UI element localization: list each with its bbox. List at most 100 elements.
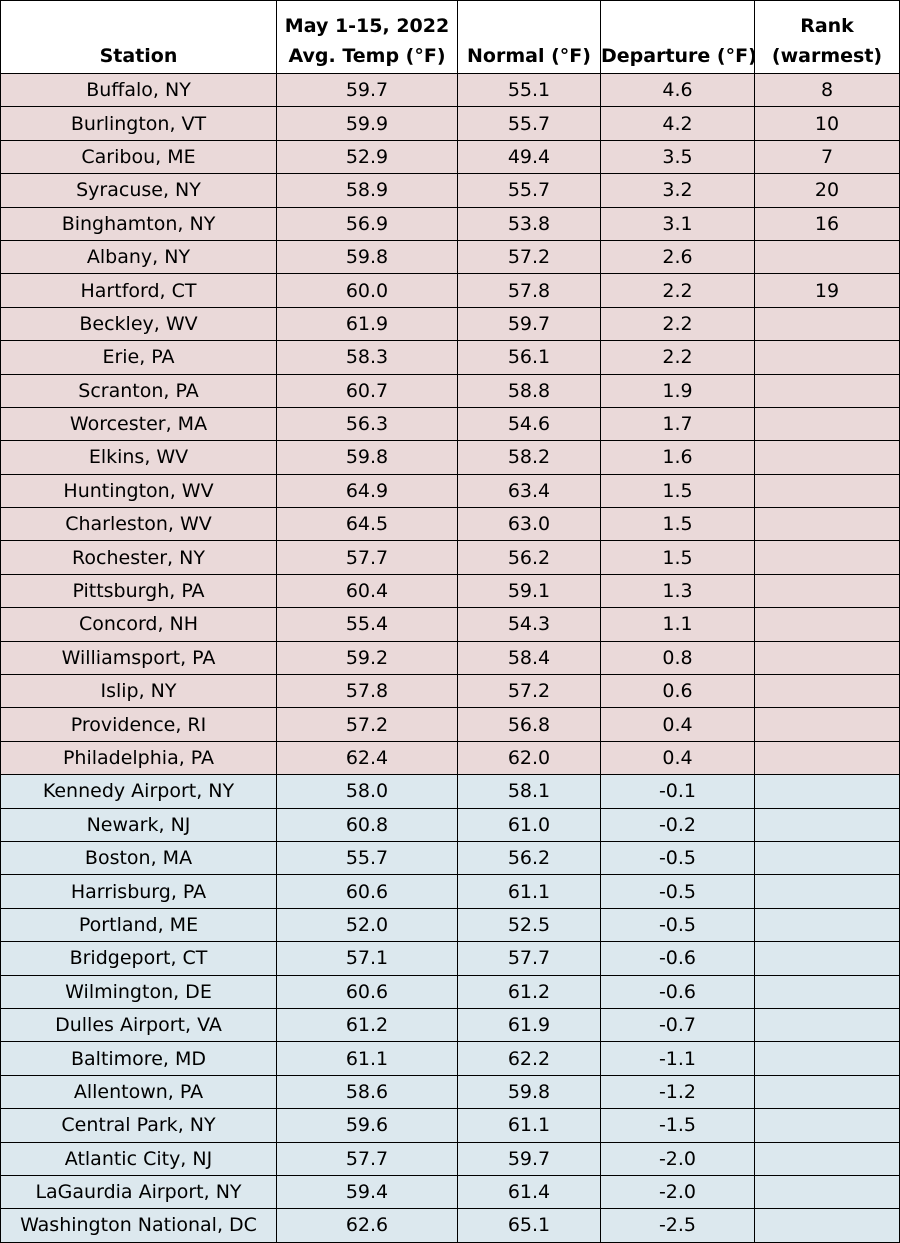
rank-cell: 7 [754, 139, 900, 175]
rank-cell [754, 974, 900, 1009]
rank-cell [754, 239, 900, 275]
avg-temp-cell: 61.1 [276, 1041, 458, 1076]
station-cell: Worcester, MA [0, 406, 277, 442]
departure-cell: -2.0 [600, 1141, 755, 1176]
table-row: Elkins, WV 59.8 58.2 1.6 [0, 440, 900, 475]
station-cell: Charleston, WV [0, 507, 277, 542]
table-row: Worcester, MA 56.3 54.6 1.7 [0, 406, 900, 442]
rank-cell [754, 340, 900, 375]
departure-cell: 1.5 [600, 507, 755, 542]
departure-cell: -0.5 [600, 874, 755, 909]
table-row: Binghamton, NY 56.9 53.8 3.1 16 [0, 206, 900, 241]
avg-temp-cell: 60.7 [276, 373, 458, 408]
header-station-label: Station [99, 45, 178, 67]
normal-cell: 59.7 [457, 306, 601, 342]
avg-temp-cell: 52.0 [276, 907, 458, 943]
rank-cell: 8 [754, 72, 900, 108]
station-cell: Washington National, DC [0, 1208, 277, 1243]
departure-cell: -0.5 [600, 840, 755, 876]
normal-cell: 57.7 [457, 941, 601, 976]
header-rank: Rank (warmest) [754, 0, 900, 74]
normal-cell: 55.1 [457, 72, 601, 108]
station-cell: Wilmington, DE [0, 974, 277, 1009]
rank-cell [754, 774, 900, 809]
avg-temp-cell: 57.7 [276, 1141, 458, 1176]
rank-cell [754, 874, 900, 909]
station-cell: Baltimore, MD [0, 1041, 277, 1076]
rank-cell [754, 473, 900, 509]
departure-cell: 0.6 [600, 674, 755, 709]
normal-cell: 65.1 [457, 1208, 601, 1243]
rank-cell: 16 [754, 206, 900, 241]
rank-cell [754, 607, 900, 642]
avg-temp-cell: 55.7 [276, 840, 458, 876]
station-cell: Scranton, PA [0, 373, 277, 408]
station-cell: Huntington, WV [0, 473, 277, 509]
normal-cell: 61.2 [457, 974, 601, 1009]
rank-cell: 10 [754, 106, 900, 141]
departure-cell: 1.5 [600, 473, 755, 509]
departure-cell: -0.1 [600, 774, 755, 809]
header-rank-line1: Rank [800, 15, 854, 37]
table-row: Atlantic City, NJ 57.7 59.7 -2.0 [0, 1141, 900, 1176]
departure-cell: 3.5 [600, 139, 755, 175]
station-cell: Albany, NY [0, 239, 277, 275]
avg-temp-cell: 58.6 [276, 1074, 458, 1110]
normal-cell: 56.1 [457, 340, 601, 375]
table-row: Allentown, PA 58.6 59.8 -1.2 [0, 1074, 900, 1110]
normal-cell: 56.2 [457, 840, 601, 876]
table-row: Wilmington, DE 60.6 61.2 -0.6 [0, 974, 900, 1009]
avg-temp-cell: 56.3 [276, 406, 458, 442]
avg-temp-cell: 59.9 [276, 106, 458, 141]
station-cell: Williamsport, PA [0, 640, 277, 676]
avg-temp-cell: 60.4 [276, 573, 458, 609]
normal-cell: 49.4 [457, 139, 601, 175]
normal-cell: 63.0 [457, 507, 601, 542]
normal-cell: 61.1 [457, 874, 601, 909]
avg-temp-cell: 62.4 [276, 740, 458, 776]
rank-cell [754, 807, 900, 842]
departure-cell: 2.2 [600, 340, 755, 375]
station-cell: Harrisburg, PA [0, 874, 277, 909]
station-cell: Bridgeport, CT [0, 941, 277, 976]
station-cell: Dulles Airport, VA [0, 1007, 277, 1043]
header-departure-label: Departure (°F) [601, 45, 755, 67]
normal-cell: 63.4 [457, 473, 601, 509]
normal-cell: 55.7 [457, 173, 601, 208]
table-row: Caribou, ME 52.9 49.4 3.5 7 [0, 139, 900, 175]
rank-cell [754, 1041, 900, 1076]
rank-cell [754, 1174, 900, 1210]
departure-cell: -0.2 [600, 807, 755, 842]
station-cell: Allentown, PA [0, 1074, 277, 1110]
normal-cell: 61.9 [457, 1007, 601, 1043]
header-departure: Departure (°F) [600, 0, 755, 74]
station-cell: Atlantic City, NJ [0, 1141, 277, 1176]
rank-cell: 19 [754, 273, 900, 308]
rank-cell [754, 540, 900, 575]
avg-temp-cell: 57.2 [276, 707, 458, 742]
normal-cell: 55.7 [457, 106, 601, 141]
departure-cell: -1.2 [600, 1074, 755, 1110]
avg-temp-cell: 60.0 [276, 273, 458, 308]
avg-temp-cell: 60.6 [276, 974, 458, 1009]
table-row: Syracuse, NY 58.9 55.7 3.2 20 [0, 173, 900, 208]
table-row: Hartford, CT 60.0 57.8 2.2 19 [0, 273, 900, 308]
station-cell: Providence, RI [0, 707, 277, 742]
rank-cell [754, 674, 900, 709]
departure-cell: -2.5 [600, 1208, 755, 1243]
station-cell: Rochester, NY [0, 540, 277, 575]
station-cell: LaGaurdia Airport, NY [0, 1174, 277, 1210]
avg-temp-cell: 59.6 [276, 1108, 458, 1143]
departure-cell: -1.1 [600, 1041, 755, 1076]
normal-cell: 59.8 [457, 1074, 601, 1110]
table-row: Scranton, PA 60.7 58.8 1.9 [0, 373, 900, 408]
table-row: Newark, NJ 60.8 61.0 -0.2 [0, 807, 900, 842]
table-row: Huntington, WV 64.9 63.4 1.5 [0, 473, 900, 509]
avg-temp-cell: 60.6 [276, 874, 458, 909]
rank-cell [754, 1208, 900, 1243]
station-cell: Boston, MA [0, 840, 277, 876]
rank-cell [754, 640, 900, 676]
departure-cell: 2.2 [600, 306, 755, 342]
normal-cell: 52.5 [457, 907, 601, 943]
station-cell: Islip, NY [0, 674, 277, 709]
